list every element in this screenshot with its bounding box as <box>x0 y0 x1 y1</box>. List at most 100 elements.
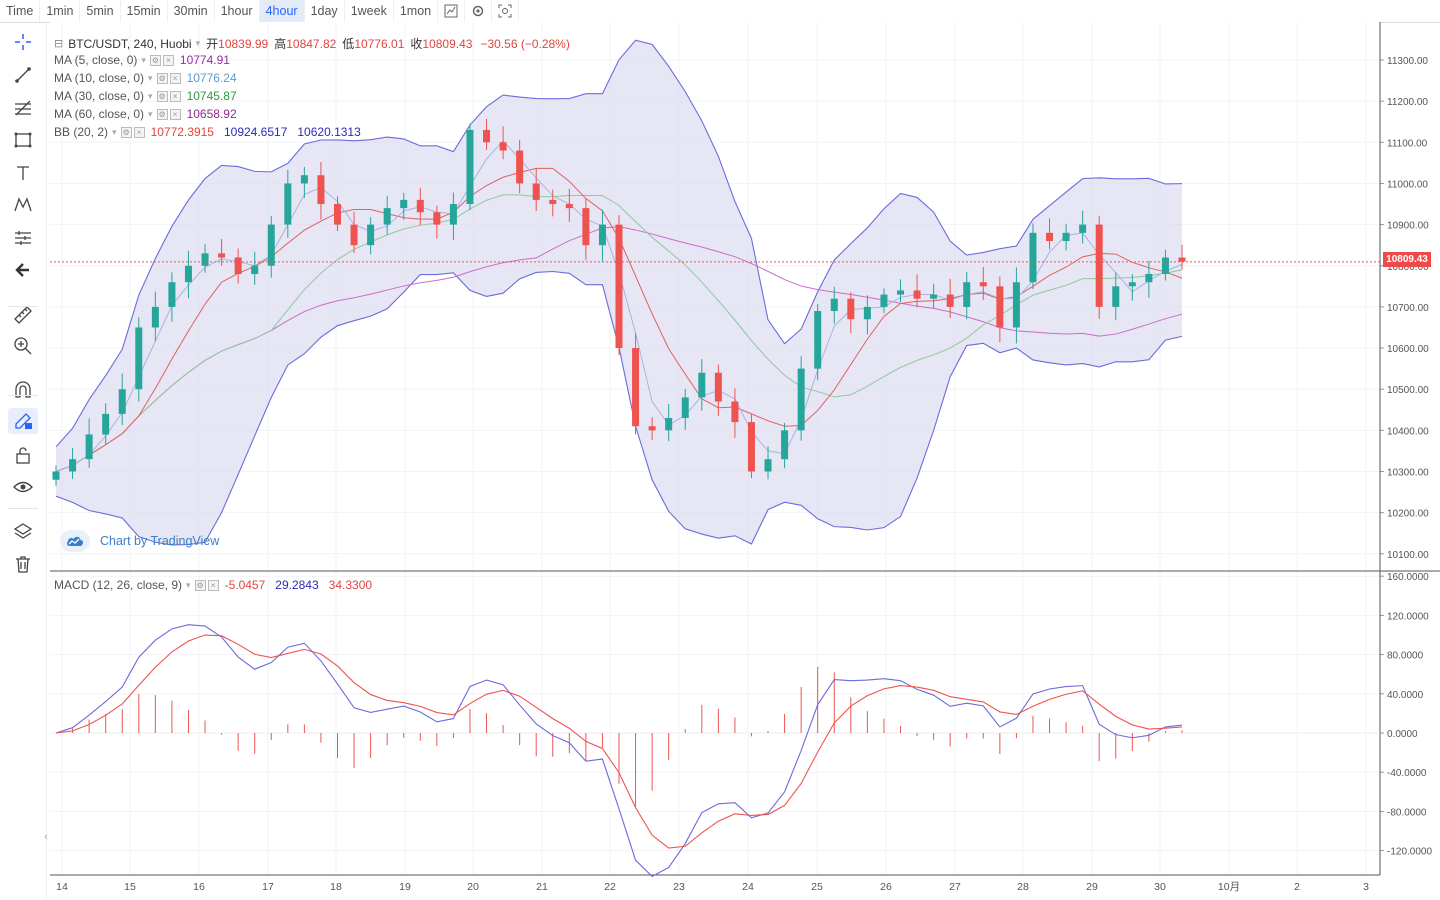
candle-body <box>549 199 557 205</box>
chart-type-icon[interactable] <box>438 0 466 22</box>
pattern-icon[interactable] <box>8 192 38 218</box>
candle-body <box>1079 224 1087 233</box>
eye-icon[interactable] <box>8 474 38 500</box>
candle-body <box>184 265 192 283</box>
timeframe-1day[interactable]: 1day <box>305 0 345 22</box>
rectangle-icon[interactable] <box>8 127 38 153</box>
macd-legend: MACD (12, 26, close, 9) ▾ ⚙ × -5.0457 29.… <box>54 578 372 592</box>
candle-body <box>1112 286 1120 307</box>
candle-body <box>847 298 855 320</box>
timeframe-1min[interactable]: 1min <box>40 0 81 22</box>
candle-body <box>946 294 954 307</box>
prediction-icon[interactable] <box>8 225 38 251</box>
candle-body <box>1128 282 1136 287</box>
zoom-icon[interactable] <box>8 333 38 359</box>
screenshot-icon[interactable] <box>492 0 520 22</box>
chevron-down-icon[interactable]: ▾ <box>195 38 201 48</box>
candle-body <box>565 204 573 209</box>
close-icon[interactable]: × <box>169 90 181 102</box>
settings-icon[interactable]: ⚙ <box>156 72 168 84</box>
macd-signal: 34.3300 <box>328 578 373 592</box>
date-tick-label: 16 <box>193 881 205 893</box>
candle-body <box>747 422 755 472</box>
candle-body <box>300 175 308 184</box>
bb-upper: 10924.6517 <box>223 125 288 139</box>
candle-body <box>251 265 259 274</box>
candle-body <box>483 129 491 143</box>
price-tick-label: 10200.00 <box>1387 509 1429 520</box>
fib-icon[interactable] <box>8 95 38 121</box>
close-icon[interactable]: × <box>169 72 181 84</box>
macd-tick-label: -80.0000 <box>1387 807 1427 818</box>
ma30-line <box>55 194 1183 472</box>
settings-icon[interactable]: ⚙ <box>194 579 206 591</box>
timeframe-30min[interactable]: 30min <box>168 0 215 22</box>
date-tick-label: 21 <box>536 881 548 893</box>
settings-icon[interactable] <box>465 0 493 22</box>
settings-icon[interactable]: ⚙ <box>156 108 168 120</box>
cloud-icon <box>60 530 90 552</box>
timeframe-5min[interactable]: 5min <box>80 0 121 22</box>
timeframe-time[interactable]: Time <box>0 0 41 22</box>
magnet-icon[interactable] <box>8 377 38 403</box>
close-icon[interactable]: × <box>169 108 181 120</box>
ruler-icon[interactable] <box>8 302 38 328</box>
settings-icon[interactable]: ⚙ <box>156 90 168 102</box>
candle-body <box>598 224 606 246</box>
toolbar-separator <box>8 508 38 509</box>
crosshair-icon[interactable] <box>8 29 38 55</box>
timeframe-15min[interactable]: 15min <box>121 0 168 22</box>
candle-body <box>350 224 358 246</box>
candle-body <box>797 368 805 431</box>
candle-body <box>880 294 888 307</box>
candle-body <box>383 208 391 225</box>
close-icon[interactable]: × <box>133 126 145 138</box>
candle-body <box>334 204 341 225</box>
timeframe-1week[interactable]: 1week <box>345 0 394 22</box>
settings-icon[interactable]: ⚙ <box>149 54 161 66</box>
timeframe-4hour[interactable]: 4hour <box>259 0 305 22</box>
date-tick-label: 28 <box>1017 881 1029 893</box>
back-arrow-icon[interactable] <box>8 257 38 283</box>
chevron-down-icon[interactable]: ▾ <box>148 72 153 83</box>
close-icon[interactable]: × <box>207 579 219 591</box>
candle-body <box>499 142 507 151</box>
trash-icon[interactable] <box>8 551 38 577</box>
chevron-down-icon[interactable]: ▾ <box>148 108 153 119</box>
date-tick-label: 26 <box>880 881 892 893</box>
chevron-down-icon[interactable]: ▾ <box>148 90 153 101</box>
candle-body <box>731 401 739 423</box>
trend-line-icon[interactable] <box>8 62 38 88</box>
candle-body <box>1046 232 1054 242</box>
ma-legend: MA (60, close, 0) ▾ ⚙ × 10658.92 <box>54 107 237 121</box>
price-tick-label: 10400.00 <box>1387 426 1429 437</box>
date-tick-label: 19 <box>399 881 411 893</box>
candle-body <box>532 183 540 200</box>
date-tick-label: 25 <box>811 881 823 893</box>
chevron-down-icon[interactable]: ▾ <box>141 54 146 65</box>
lock-drawing-icon[interactable] <box>8 408 38 434</box>
high-value: 10847.82 <box>286 36 337 51</box>
date-tick-label: 2 <box>1294 881 1300 893</box>
timeframe-1mon[interactable]: 1mon <box>394 0 439 22</box>
symbol-name: BTC/USDT, 240, Huobi <box>68 36 192 51</box>
high-label: 高 <box>274 37 287 51</box>
bb-name: BB (20, 2) <box>54 125 109 139</box>
close-icon[interactable]: × <box>162 54 174 66</box>
candle-body <box>234 257 242 274</box>
ma-legend: MA (30, close, 0) ▾ ⚙ × 10745.87 <box>54 89 237 103</box>
chevron-down-icon[interactable]: ▾ <box>186 579 191 590</box>
settings-icon[interactable]: ⚙ <box>120 126 132 138</box>
timeframe-1hour[interactable]: 1hour <box>215 0 260 22</box>
tradingview-logo[interactable]: Chart by TradingView <box>60 530 219 552</box>
candle-body <box>1062 232 1070 242</box>
text-icon[interactable] <box>8 160 38 186</box>
layers-icon[interactable] <box>8 518 38 544</box>
price-tick-label: 11100.00 <box>1387 138 1428 149</box>
bb-legend: BB (20, 2) ▾ ⚙ × 10772.3915 10924.6517 10… <box>54 125 361 139</box>
collapse-icon[interactable]: ⊟ <box>54 38 64 50</box>
candle-body <box>284 183 292 225</box>
lock-icon[interactable] <box>8 442 38 468</box>
chevron-down-icon[interactable]: ▾ <box>112 126 117 137</box>
